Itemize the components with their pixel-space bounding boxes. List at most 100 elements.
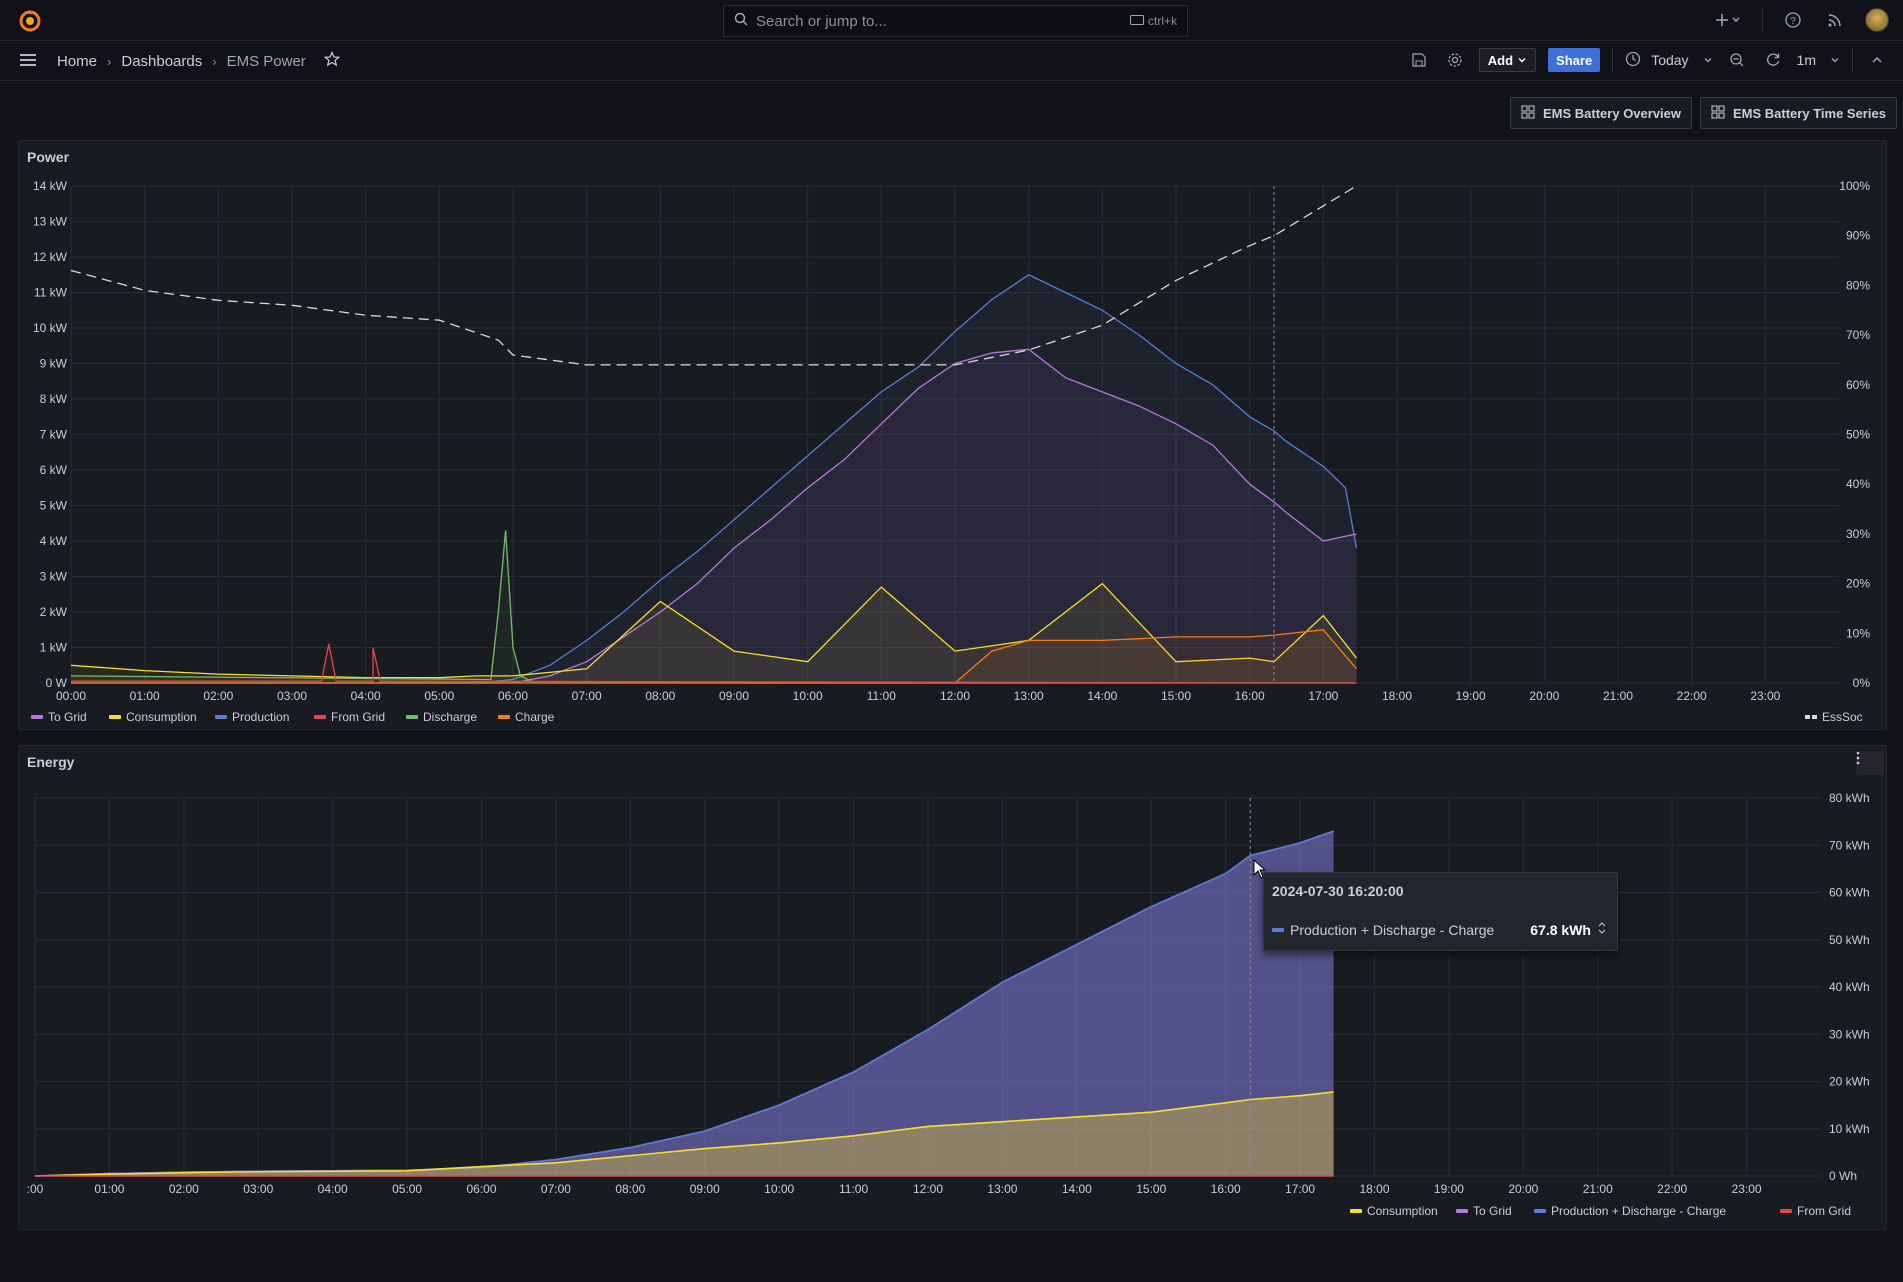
legend-swatch-from-grid — [1780, 1209, 1792, 1213]
share-button[interactable]: Share — [1548, 48, 1601, 72]
y2-tick-label: 80% — [1846, 278, 1870, 292]
x-tick-label: 09:00 — [690, 1182, 720, 1196]
breadcrumb-dashboards[interactable]: Dashboards — [121, 52, 203, 70]
y-tick-label: 20 kWh — [1829, 1075, 1870, 1089]
series-area-production-discharge-charge — [35, 831, 1334, 1176]
x-tick-label: 16:00 — [1211, 1182, 1241, 1196]
star-icon[interactable] — [323, 51, 341, 71]
grafana-logo-icon[interactable] — [18, 9, 42, 33]
link-battery-overview[interactable]: EMS Battery Overview — [1510, 97, 1693, 129]
zoom-out-icon[interactable] — [1725, 48, 1749, 72]
chevron-right-icon: › — [107, 53, 112, 69]
search-shortcut: ctrl+k — [1129, 14, 1177, 28]
apps-grid-icon — [1711, 105, 1725, 122]
x-tick-label: 12:00 — [940, 689, 970, 703]
sort-arrows-icon — [1597, 921, 1607, 938]
series-area-from-grid — [71, 643, 1357, 683]
new-plus-icon[interactable] — [1712, 8, 1744, 32]
y-tick-label: 13 kW — [33, 215, 68, 229]
user-avatar[interactable] — [1865, 8, 1889, 32]
series-line-esssoc — [70, 185, 1357, 366]
legend-item-to-grid: To Grid — [48, 710, 87, 724]
breadcrumb-home[interactable]: Home — [57, 52, 98, 70]
x-tick-label: 19:00 — [1456, 689, 1486, 703]
y2-tick-label: 50% — [1846, 428, 1870, 442]
y-tick-label: 50 kWh — [1829, 933, 1870, 947]
tooltip-series-swatch — [1272, 927, 1284, 932]
x-tick-label: 07:00 — [541, 1182, 571, 1196]
link-battery-timeseries[interactable]: EMS Battery Time Series — [1700, 97, 1897, 129]
chevron-right-icon: › — [212, 53, 217, 69]
y-tick-label: 9 kW — [40, 357, 68, 371]
divider — [1612, 48, 1614, 72]
search-icon — [734, 12, 748, 30]
x-tick-label: 01:00 — [130, 689, 160, 703]
series-line-to-grid — [71, 348, 1357, 684]
help-icon[interactable]: ? — [1781, 8, 1805, 32]
legend-swatch-to-grid — [31, 715, 43, 719]
x-tick-label: 05:00 — [424, 689, 454, 703]
energy-panel-title[interactable]: Energy — [27, 754, 75, 770]
y-tick-label: 10 kW — [33, 321, 68, 335]
power-panel: Power 0 W 1 kW 2 kW 3 kW 4 kW 5 kW 6 kW 7 kW 8 k… — [18, 140, 1887, 730]
x-tick-label: 21:00 — [1583, 1182, 1613, 1196]
series-area-consumption — [35, 1091, 1334, 1176]
x-tick-label: 20:00 — [1508, 1182, 1538, 1196]
series-line-production — [71, 274, 1358, 684]
x-tick-label: 03:00 — [277, 689, 307, 703]
legend-swatch-consumption — [1350, 1209, 1362, 1213]
x-tick-label: 04:00 — [351, 689, 381, 703]
hamburger-menu-icon[interactable] — [18, 50, 38, 73]
search-input[interactable]: Search or jump to... ctrl+k — [723, 5, 1188, 37]
chevron-up-icon[interactable] — [1865, 48, 1889, 72]
tooltip-series-name: Production + Discharge - Charge — [1290, 921, 1495, 938]
energy-chart[interactable]: 0 Wh 10 kWh 20 kWh 30 kWh 40 kWh 50 kWh 60 kWh… — [19, 746, 1888, 1231]
add-button[interactable]: Add — [1478, 48, 1537, 72]
y-tick-label: 12 kW — [33, 250, 68, 264]
legend-item-from-grid: From Grid — [331, 710, 385, 724]
y2-tick-label: 40% — [1846, 477, 1870, 491]
breadcrumb: Home › Dashboards › EMS Power — [57, 51, 341, 71]
legend-item-consumption: Consumption — [126, 710, 197, 724]
time-range-picker[interactable]: Today — [1625, 51, 1712, 70]
panel-menu-icon[interactable] — [1856, 751, 1884, 775]
tooltip-series-value: 67.8 kWh — [1530, 921, 1591, 938]
x-tick-label: 14:00 — [1087, 689, 1117, 703]
legend-swatch-charge — [498, 715, 510, 719]
settings-gear-icon[interactable] — [1443, 48, 1467, 72]
y-tick-label: 80 kWh — [1829, 791, 1870, 805]
x-tick-label: 13:00 — [1014, 689, 1044, 703]
x-tick-label: 19:00 — [1434, 1182, 1464, 1196]
save-icon[interactable] — [1407, 48, 1431, 72]
chevron-down-icon — [1703, 52, 1713, 68]
x-tick-label: 00:00 — [56, 689, 86, 703]
x-tick-label: 04:00 — [318, 1182, 348, 1196]
series-area-charge — [71, 629, 1357, 683]
series-area-production — [71, 274, 1357, 683]
y2-tick-label: 100% — [1839, 179, 1870, 193]
x-tick-label: 17:00 — [1285, 1182, 1315, 1196]
power-panel-title[interactable]: Power — [27, 149, 70, 165]
news-rss-icon[interactable] — [1823, 8, 1847, 32]
refresh-icon[interactable] — [1761, 48, 1785, 72]
x-tick-label: 22:00 — [1677, 689, 1707, 703]
legend-swatch-production-discharge-charge — [1534, 1209, 1546, 1213]
refresh-interval-picker[interactable]: 1m — [1797, 52, 1840, 68]
legend-swatch-from-grid — [314, 715, 326, 719]
keyboard-icon — [1129, 14, 1144, 28]
legend-item-production-discharge-charge: Production + Discharge - Charge — [1551, 1204, 1726, 1218]
y-tick-label: 30 kWh — [1829, 1027, 1870, 1041]
legend-item-discharge: Discharge — [423, 710, 477, 724]
y-tick-label: 11 kW — [34, 286, 68, 300]
y-tick-label: 8 kW — [40, 392, 68, 406]
clock-icon — [1625, 51, 1641, 70]
series-line-consumption — [34, 1091, 1334, 1177]
power-chart[interactable]: 0 W 1 kW 2 kW 3 kW 4 kW 5 kW 6 kW 7 kW 8 kW 9 kW 1… — [19, 141, 1888, 731]
x-tick-label: 06:00 — [498, 689, 528, 703]
y2-tick-label: 70% — [1846, 328, 1870, 342]
x-tick-label: 03:00 — [243, 1182, 273, 1196]
x-tick-label: 05:00 — [392, 1182, 422, 1196]
x-tick-label: 18:00 — [1359, 1182, 1389, 1196]
x-tick-label: 08:00 — [645, 689, 675, 703]
y2-tick-label: 60% — [1846, 378, 1870, 392]
